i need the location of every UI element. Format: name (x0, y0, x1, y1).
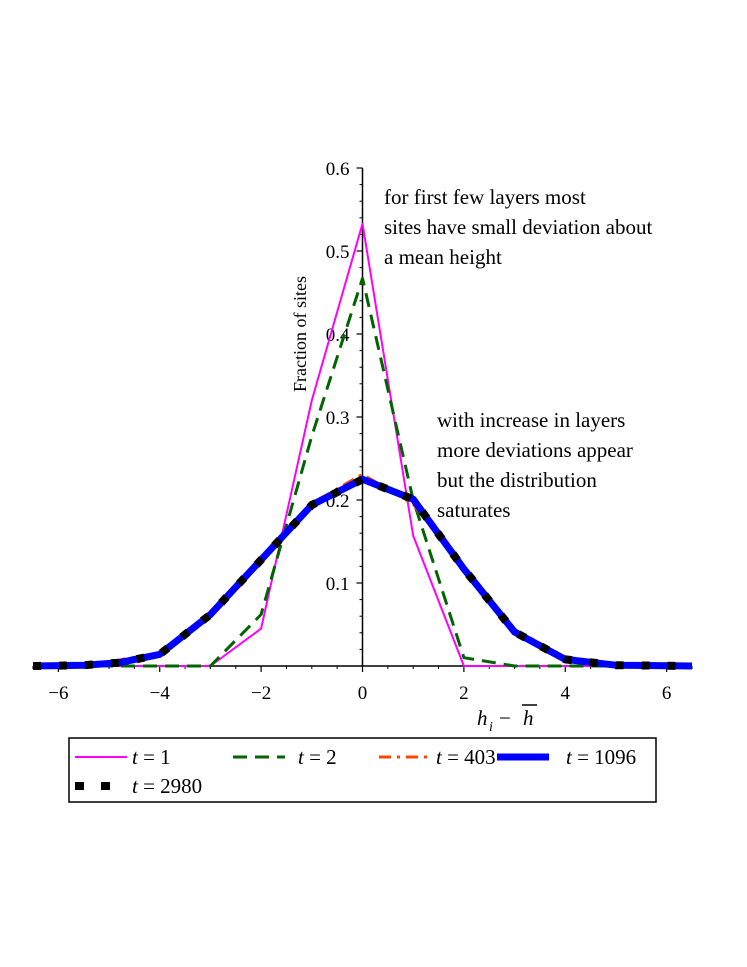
legend-label: t = 1 (132, 745, 171, 769)
x-axis-label: h i − h (477, 704, 537, 735)
legend-box (68, 737, 657, 803)
annotation-line: more deviations appear (437, 438, 633, 462)
svg-text:h: h (477, 706, 488, 730)
annotation-line: with increase in layers (437, 408, 625, 432)
legend-label: t = 403 (436, 745, 496, 769)
series-line-t-1 (33, 222, 692, 667)
x-tick-label: −6 (48, 683, 68, 704)
x-axis: −6 −4 −2 0 2 4 6 (32, 665, 693, 704)
x-tick-label: −4 (150, 683, 171, 704)
annotation-line: saturates (437, 498, 510, 522)
x-tick-label: −2 (251, 683, 271, 704)
x-tick-label: 4 (561, 683, 571, 704)
annotation-line: for first few layers most (384, 185, 586, 209)
svg-text:−: − (499, 706, 511, 730)
annotation-line: sites have small deviation about (384, 215, 652, 239)
series-lines (32, 222, 693, 670)
legend-label: t = 2980 (132, 774, 202, 798)
y-axis: 0.10.20.30.40.50.6 (326, 159, 364, 666)
series-line-t-2980 (32, 475, 693, 670)
annotations: for first few layers most sites have smal… (384, 185, 652, 522)
x-tick-label: 6 (662, 683, 672, 704)
y-tick-label: 0.5 (326, 242, 350, 263)
x-tick-label: 0 (358, 683, 368, 704)
y-axis-label: Fraction of sites (290, 276, 310, 392)
y-tick-label: 0.3 (326, 408, 350, 429)
x-tick-label: 2 (459, 683, 469, 704)
annotation-line: but the distribution (437, 468, 597, 492)
svg-text:h: h (523, 706, 534, 730)
svg-text:i: i (489, 720, 493, 735)
y-tick-label: 0.1 (326, 574, 350, 595)
legend-label: t = 1096 (566, 745, 636, 769)
series-line-t-2 (33, 276, 692, 668)
legend: t = 1 t = 2 t = 403 t = 1096 t = 2980 (68, 737, 657, 803)
y-tick-label: 0.6 (326, 159, 350, 180)
annotation-line: a mean height (384, 245, 502, 269)
legend-label: t = 2 (298, 745, 337, 769)
